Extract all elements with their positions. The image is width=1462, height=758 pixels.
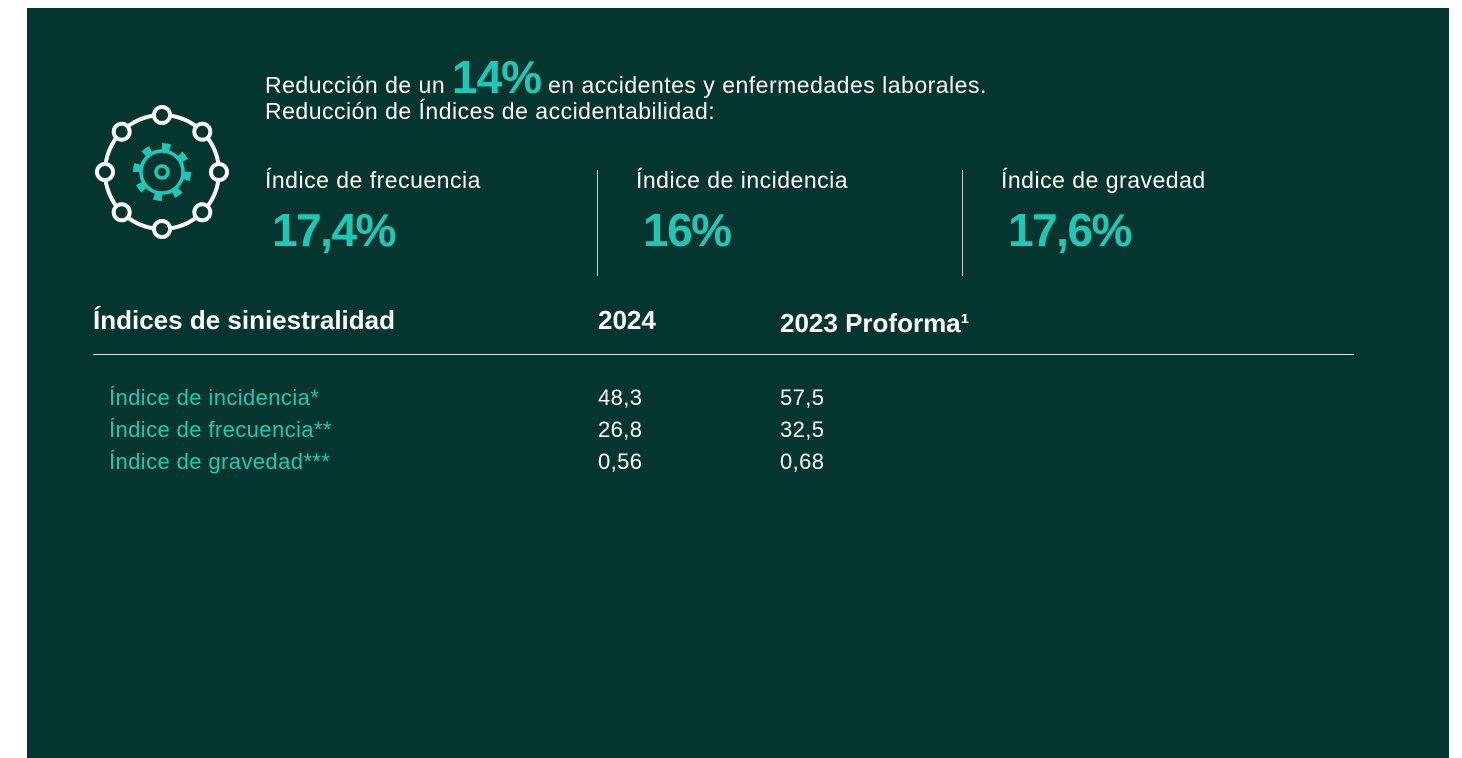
table-header: 2024 [598,305,656,335]
row-value: 48,3 [598,385,643,410]
headline: Reducción de un 14% en accidentes y enfe… [265,50,987,104]
row-label: Índice de incidencia* [109,385,320,410]
table-header: 2023 Proforma¹ [780,308,970,338]
row-value: 32,5 [780,417,825,442]
row-value: 0,68 [780,449,825,474]
headline-text: Reducción de un [265,72,446,98]
kpi-label: Índice de incidencia [636,167,849,193]
row-value: 57,5 [780,385,825,410]
row-value: 0,56 [598,449,643,474]
headline-highlight: 14% [452,51,542,103]
divider [962,170,963,276]
row-label: Índice de frecuencia** [109,417,332,442]
kpi-label: Índice de frecuencia [265,167,481,193]
headline-text: en accidentes y enfermedades laborales. [547,72,987,98]
kpi-label: Índice de gravedad [1001,167,1206,193]
kpi-value: 17,4% [272,204,396,256]
gear-icon [95,105,229,239]
table-header: Índices de siniestralidad [93,305,395,335]
divider [597,170,598,276]
kpi-value: 17,6% [1008,204,1132,256]
row-label: Índice de gravedad*** [109,449,331,474]
table-rule [93,354,1354,355]
row-value: 26,8 [598,417,643,442]
subheadline: Reducción de Índices de accidentabilidad… [265,98,716,124]
kpi-value: 16% [643,204,732,256]
panel [27,8,1449,758]
